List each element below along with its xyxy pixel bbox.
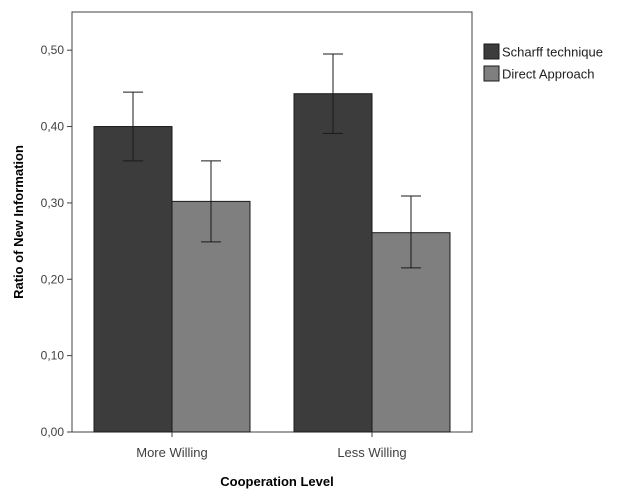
y-tick-label: 0,00 <box>41 425 65 439</box>
y-tick-label: 0,40 <box>41 120 65 134</box>
y-tick-label: 0,20 <box>41 272 65 286</box>
x-axis-title: Cooperation Level <box>220 474 333 489</box>
y-tick-label: 0,30 <box>41 196 65 210</box>
x-tick-label: More Willing <box>136 445 208 460</box>
y-tick-label: 0,50 <box>41 43 65 57</box>
bar <box>93 126 173 433</box>
legend-label: Scharff technique <box>502 45 603 60</box>
x-tick-label: Less Willing <box>337 445 406 460</box>
y-tick-label: 0,10 <box>41 349 65 363</box>
y-axis-title: Ratio of New Information <box>11 145 26 299</box>
legend-label: Direct Approach <box>502 67 595 82</box>
bar <box>293 93 373 433</box>
legend-swatch <box>483 43 500 60</box>
error-bars <box>123 53 421 269</box>
legend: Scharff technique Direct Approach <box>483 43 603 82</box>
legend-swatch <box>483 65 500 82</box>
y-axis: 0,00 0,10 0,20 0,30 0,40 0,50 <box>41 43 72 439</box>
x-axis: More Willing Less Willing <box>136 432 407 460</box>
